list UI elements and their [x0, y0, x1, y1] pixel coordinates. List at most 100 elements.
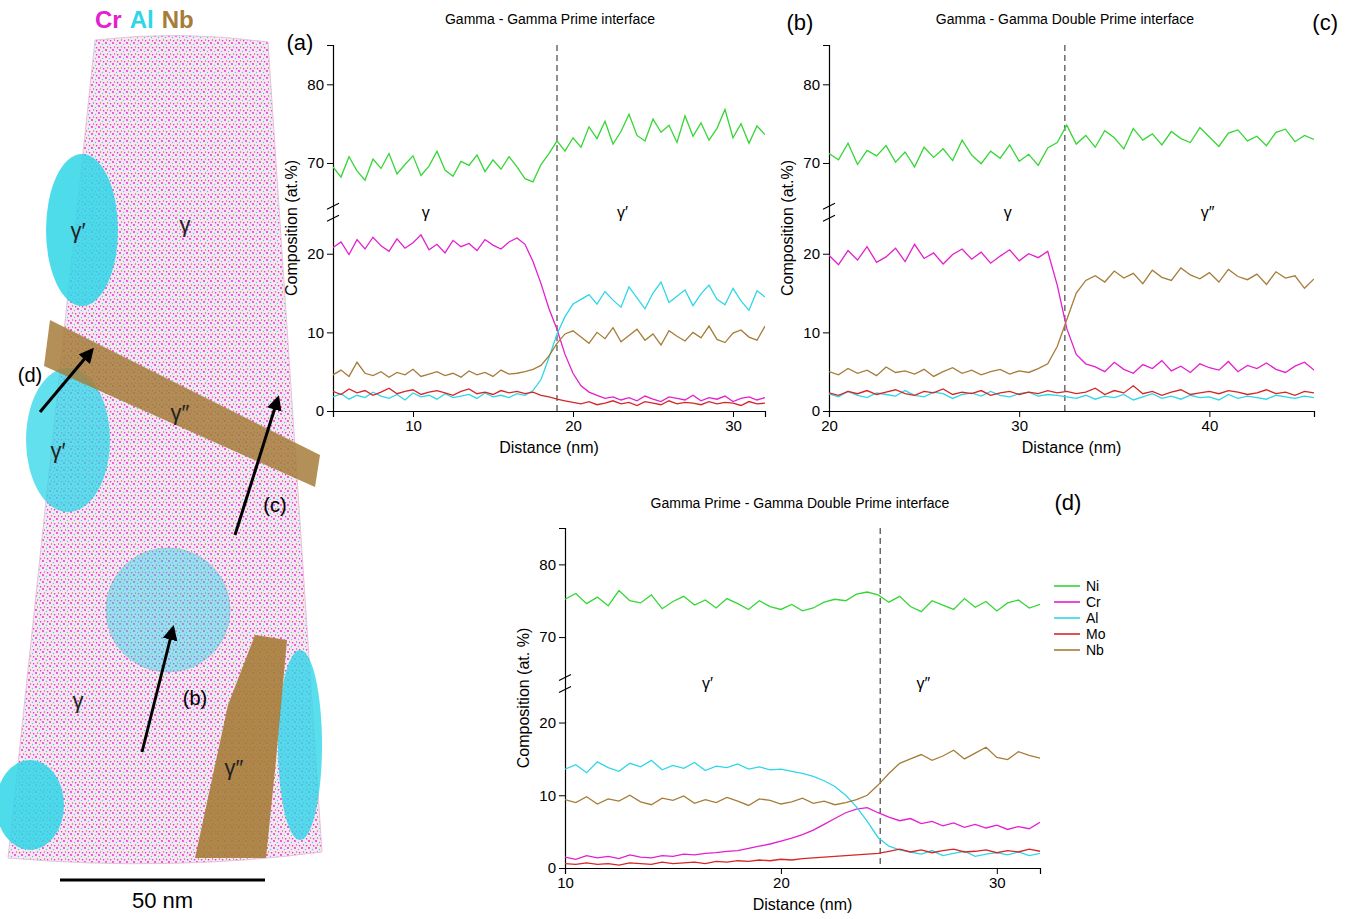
element-label: Cr [95, 6, 122, 33]
phase-label: γ [1004, 204, 1012, 221]
tick: 0 [316, 402, 333, 419]
x-axis: 10 20 30 [557, 868, 1040, 891]
series-line [565, 760, 1040, 856]
tick: 0 [548, 859, 565, 876]
profile-arrow [142, 628, 173, 752]
tick-label: 80 [803, 76, 820, 93]
tick-label: 70 [307, 154, 324, 171]
series-line [565, 747, 1040, 805]
tick: 70 [307, 154, 333, 171]
phase-label: γ′ [617, 204, 628, 221]
y-axis-title: Composition (at. %) [515, 628, 532, 769]
tick: 80 [803, 76, 829, 93]
tick: 30 [725, 411, 742, 434]
gamma-prime-precipitate [46, 154, 118, 306]
phase-label: γ [180, 212, 191, 237]
phase-label: γ [422, 204, 430, 221]
tick-mark [823, 84, 829, 85]
axis-break [823, 215, 835, 221]
y-axis: 010207080 [539, 529, 565, 877]
y-axis: 0 10 20 70 80 [803, 46, 829, 420]
element-key: Cr Al Nb [95, 6, 194, 33]
tick-mark [559, 637, 565, 638]
tick-mark [327, 84, 333, 85]
chart-title: Gamma Prime - Gamma Double Prime interfa… [651, 495, 950, 511]
series-line [829, 244, 1314, 373]
tick: 20 [539, 714, 565, 731]
phase-label: γ′ [70, 218, 85, 243]
arrow-label: (c) [263, 494, 286, 516]
tick-label: 20 [821, 417, 838, 434]
tick-label: 30 [1011, 417, 1028, 434]
tick-label: 0 [548, 859, 556, 876]
axis-break [559, 686, 571, 692]
tick-mark [327, 332, 333, 333]
tick: 20 [821, 411, 838, 434]
interface-line [880, 528, 881, 868]
tick-mark [327, 411, 333, 412]
chart-title: Gamma - Gamma Prime interface [445, 11, 655, 27]
axis-line [334, 412, 766, 418]
panel-letter: (b) [787, 10, 814, 35]
legend-swatch [1054, 601, 1080, 603]
tick-mark [823, 332, 829, 333]
axis-line [566, 869, 1041, 875]
tick: 20 [803, 245, 829, 262]
tick-mark [823, 411, 829, 412]
tick: 10 [557, 868, 574, 891]
series-line [333, 388, 765, 405]
scale-bar [60, 879, 265, 882]
tick-label: 20 [539, 714, 556, 731]
gamma-prime-precipitate [0, 760, 64, 850]
element-label: Nb [162, 6, 194, 33]
tick: 10 [405, 411, 422, 434]
chart-panel: Gamma Prime - Gamma Double Prime interfa… [515, 490, 1106, 913]
x-axis-title: Distance (nm) [1022, 439, 1122, 456]
tick: 40 [1202, 411, 1219, 434]
axis-break [327, 215, 339, 221]
tick-label: 30 [725, 417, 742, 434]
tick-mark [559, 868, 565, 869]
interface-line [1064, 45, 1065, 411]
plot-area [565, 528, 1040, 868]
tick: 20 [773, 868, 790, 891]
axis-break [327, 203, 339, 209]
legend-label: Cr [1086, 594, 1101, 610]
chart-panel: Gamma - Gamma Prime interface(b)10203001… [283, 10, 813, 456]
tick-mark [823, 163, 829, 164]
tick-label: 30 [989, 874, 1006, 891]
tick-label: 10 [803, 324, 820, 341]
legend-label: Nb [1086, 642, 1104, 658]
gamma-prime-precipitate [278, 650, 322, 840]
tick: 70 [803, 154, 829, 171]
tick-mark [559, 723, 565, 724]
axis-line [823, 46, 830, 412]
tick-label: 10 [539, 787, 556, 804]
figure: CrAlNb(a)γ′γγ″γ′γγ″(d)(c)(b)50 nmGamma -… [0, 0, 1346, 919]
x-axis-title: Distance (nm) [753, 896, 853, 913]
legend-label: Al [1086, 610, 1098, 626]
plot-area [829, 45, 1314, 411]
series-line [829, 268, 1314, 377]
chart-title: Gamma - Gamma Double Prime interface [936, 11, 1195, 27]
axis-break [823, 203, 835, 209]
scale-bar-label: 50 nm [132, 888, 193, 913]
tick-label: 20 [307, 245, 324, 262]
legend-label: Mo [1086, 626, 1106, 642]
arrow-label: (b) [183, 687, 207, 709]
tick-mark [823, 254, 829, 255]
series-line [565, 591, 1040, 612]
panel-letter: (c) [1312, 10, 1338, 35]
series-line [565, 849, 1040, 865]
phase-label: γ [73, 688, 84, 713]
specimen [8, 35, 322, 863]
element-label: Al [130, 6, 154, 33]
tick-mark [327, 254, 333, 255]
tick: 0 [812, 402, 829, 419]
tick: 20 [565, 411, 582, 434]
x-axis-title: Distance (nm) [499, 439, 599, 456]
panel-letter: (d) [1055, 490, 1082, 515]
tick-label: 0 [316, 402, 324, 419]
series-line [333, 235, 765, 402]
tick-label: 20 [565, 417, 582, 434]
